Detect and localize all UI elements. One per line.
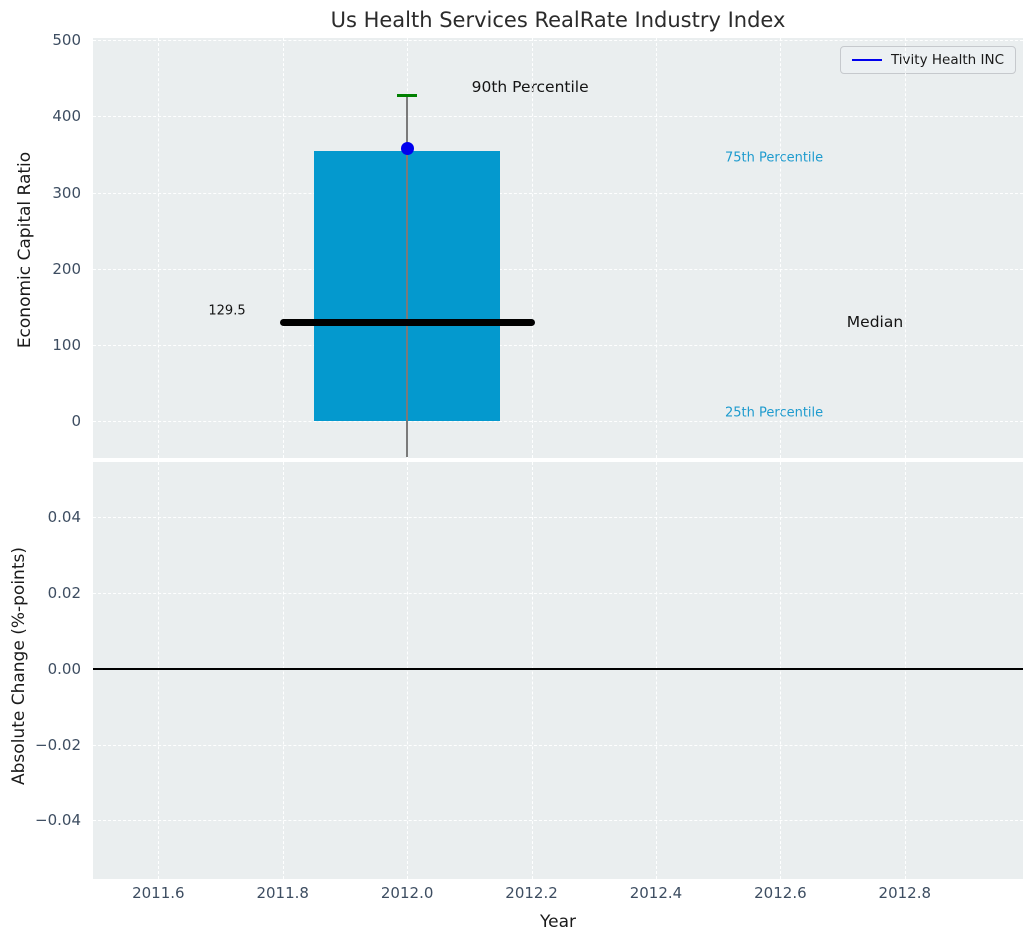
company-dot xyxy=(400,141,414,155)
y-gridline xyxy=(93,593,1023,595)
top-y-tick-label: 100 xyxy=(52,335,81,354)
y-gridline xyxy=(93,744,1023,746)
top-y-tick-label: 200 xyxy=(52,259,81,278)
x-gridline xyxy=(655,462,657,879)
x-gridline xyxy=(158,462,160,879)
median-annotation: Median xyxy=(846,313,904,332)
x-gridline xyxy=(531,38,533,458)
p25-percentile-annotation: 25th Percentile xyxy=(725,405,824,421)
bottom-y-tick-label: 0.02 xyxy=(47,584,81,603)
whisker-line xyxy=(406,95,408,457)
y-gridline xyxy=(93,40,1023,42)
x-gridline xyxy=(531,462,533,879)
x-tick-label: 2012.2 xyxy=(505,884,558,902)
x-gridline xyxy=(904,462,906,879)
p75-percentile-annotation: 75th Percentile xyxy=(725,150,824,166)
x-axis-label: Year xyxy=(540,912,576,932)
y-gridline xyxy=(93,517,1023,519)
y-gridline xyxy=(93,421,1023,423)
y-gridline xyxy=(93,820,1023,822)
legend[interactable]: Tivity Health INC xyxy=(839,46,1016,74)
top-y-axis-label: Economic Capital Ratio xyxy=(15,151,35,349)
chart-title: Us Health Services RealRate Industry Ind… xyxy=(330,8,786,32)
y-gridline xyxy=(93,344,1023,346)
top-axes: 90th Percentile 75th Percentile Median 2… xyxy=(93,38,1023,458)
top-y-tick-label: 400 xyxy=(52,107,81,126)
x-tick-label: 2012.4 xyxy=(629,884,683,902)
x-gridline xyxy=(904,38,906,458)
x-tick-label: 2011.8 xyxy=(256,884,309,902)
p90-cap xyxy=(397,94,418,98)
zero-line xyxy=(93,667,1023,670)
x-tick-label: 2012.8 xyxy=(878,884,932,902)
bottom-y-axis-label: Absolute Change (%-points) xyxy=(9,547,29,785)
y-gridline xyxy=(93,116,1023,118)
x-gridline xyxy=(282,38,284,458)
x-tick-label: 2011.6 xyxy=(132,884,185,902)
x-tick-label: 2012.6 xyxy=(754,884,807,902)
bottom-y-tick-label: 0.00 xyxy=(47,659,81,678)
bottom-y-tick-label: −0.02 xyxy=(35,735,81,754)
x-gridline xyxy=(655,38,657,458)
x-gridline xyxy=(780,462,782,879)
bottom-y-tick-label: −0.04 xyxy=(35,811,81,830)
p90-percentile-annotation: 90th Percentile xyxy=(471,77,589,96)
legend-line-sample xyxy=(851,59,882,61)
bottom-axes xyxy=(93,462,1023,879)
x-gridline xyxy=(158,38,160,458)
x-tick-label: 2012.0 xyxy=(380,884,434,902)
bottom-y-tick-label: 0.04 xyxy=(47,508,81,527)
top-y-tick-label: 500 xyxy=(52,31,81,50)
top-y-tick-label: 0 xyxy=(71,412,81,431)
median-line xyxy=(279,318,535,326)
y-gridline xyxy=(93,192,1023,194)
x-gridline xyxy=(407,462,409,879)
y-gridline xyxy=(93,268,1023,270)
x-gridline xyxy=(282,462,284,879)
legend-label: Tivity Health INC xyxy=(890,52,1004,68)
x-gridline xyxy=(780,38,782,458)
median-value-annotation: 129.5 xyxy=(208,303,246,319)
top-y-tick-label: 300 xyxy=(52,183,81,202)
